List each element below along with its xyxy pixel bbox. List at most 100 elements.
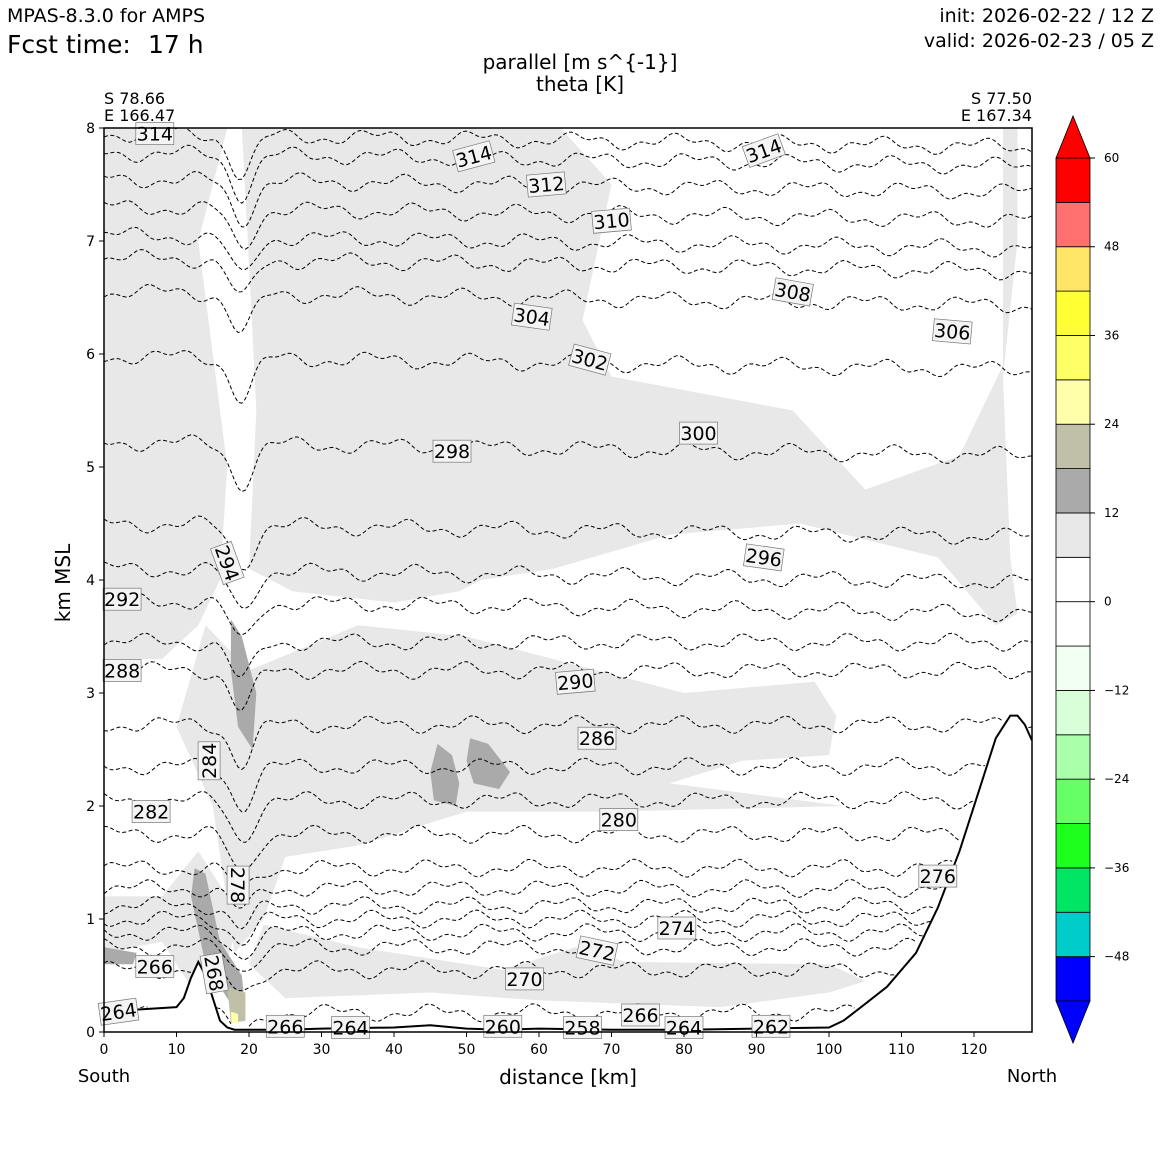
contour-label-box (102, 659, 142, 682)
start-lat: S 78.66 (104, 89, 166, 108)
contour-label: 296 (744, 545, 783, 572)
colorbar-tick-label: 36 (1104, 328, 1119, 342)
wind-region-12-18 (430, 743, 460, 806)
contour-label-group: 304 (511, 302, 553, 331)
contour-label: 262 (753, 1016, 789, 1038)
contour-label-group: 262 (751, 1014, 791, 1038)
contour-label-box (210, 540, 245, 586)
y-tick-label: 0 (86, 1025, 95, 1041)
contour-label: 266 (622, 1005, 658, 1027)
contour-label-box (657, 916, 697, 940)
contour-label-box (591, 207, 632, 234)
contour-label-group: 264 (664, 1016, 704, 1040)
contour-label-group: 290 (555, 668, 596, 695)
contour-label: 288 (104, 660, 140, 682)
theta-contour-312 (104, 144, 1032, 204)
contour-label: 264 (666, 1018, 702, 1040)
x-right-label: North (1006, 1066, 1058, 1087)
contour-label-box (771, 277, 814, 307)
colorbar-segment (1055, 601, 1091, 647)
theta-contour-310 (104, 170, 1032, 228)
model-name: MPAS-8.3.0 for AMPS (7, 5, 206, 27)
contour-label-group: 266 (621, 1003, 660, 1027)
theta-contour-308 (104, 200, 1032, 250)
colorbar-segment (1055, 423, 1091, 469)
y-tick-label: 5 (86, 460, 95, 476)
contour-label-box (526, 171, 567, 198)
contour-label: 260 (485, 1016, 521, 1038)
theta-contour-314 (104, 128, 1032, 181)
contour-label: 304 (512, 304, 551, 331)
contour-label-group: 274 (657, 916, 697, 940)
contour-label-box (199, 952, 229, 995)
theta-contour-294 (104, 561, 1032, 609)
theta-contour-288 (104, 660, 1032, 711)
contour-label: 276 (920, 866, 956, 888)
contour-label-group: 282 (131, 800, 171, 824)
colorbar-tick-label: −24 (1104, 772, 1129, 786)
colorbar-tick-label: −48 (1104, 950, 1129, 964)
init-time: init: 2026-02-22 / 12 Z (939, 5, 1154, 27)
contour-label: 280 (601, 810, 637, 832)
wind-region-6-12 (249, 924, 866, 1008)
contour-label-group: 292 (102, 587, 142, 611)
contour-label-box (505, 967, 544, 991)
forecast-time-value: 17 h (148, 30, 204, 59)
contour-label-box (226, 865, 250, 905)
theta-contour-304 (104, 249, 1032, 293)
contour-label-box (432, 439, 472, 463)
end-lat: S 77.50 (970, 89, 1032, 108)
colorbar-extend-low (1055, 1000, 1091, 1045)
colorbar-tick-label: 0 (1104, 595, 1112, 609)
contour-label-box (664, 1016, 704, 1039)
contour-label-group: 306 (932, 318, 973, 345)
contour-label: 258 (564, 1018, 600, 1040)
colorbar-segment (1055, 956, 1091, 1002)
wind-region-12-18 (104, 947, 137, 965)
contour-label-box (743, 543, 785, 572)
contour-label-group: 300 (679, 421, 718, 445)
contour-label-box (679, 421, 718, 445)
terrain-mask (104, 715, 1032, 1032)
contour-label: 278 (226, 867, 248, 903)
colorbar-tick-label: 12 (1104, 506, 1119, 520)
contour-label: 264 (99, 999, 138, 1026)
forecast-time-label: Fcst time: (7, 30, 131, 59)
contour-label-group: 266 (135, 955, 175, 979)
valid-time: valid: 2026-02-23 / 05 Z (923, 30, 1154, 52)
start-lon: E 166.47 (104, 106, 176, 125)
y-tick-label: 1 (86, 912, 95, 928)
colorbar-tick-label: 48 (1104, 240, 1119, 254)
contour-label: 314 (743, 135, 785, 168)
wind-region-6-12 (104, 128, 228, 660)
x-tick-label: 120 (961, 1042, 988, 1058)
colorbar-tick-label: 24 (1104, 417, 1119, 431)
colorbar-segment (1055, 734, 1091, 780)
contour-label: 314 (137, 124, 173, 146)
theta-contour-298 (104, 434, 1032, 493)
contour-label-box (575, 935, 619, 966)
contour-label-group: 296 (743, 543, 785, 572)
contour-label-group: 308 (771, 277, 814, 307)
contour-label-group: 280 (599, 808, 639, 832)
contour-label: 286 (579, 728, 615, 750)
colorbar-segment (1055, 246, 1091, 292)
x-tick-label: 0 (100, 1042, 109, 1058)
contour-label-box (621, 1003, 660, 1027)
x-tick-label: 40 (385, 1042, 403, 1058)
colorbar-segment (1055, 468, 1091, 514)
contour-label-box (131, 800, 171, 823)
contour-label-group: 314 (741, 133, 786, 168)
contour-label-box (135, 955, 175, 978)
contour-label: 312 (527, 173, 565, 198)
x-tick-label: 20 (240, 1042, 258, 1058)
contour-label-group: 264 (97, 997, 140, 1026)
contour-label-group: 310 (591, 207, 632, 234)
colorbar-segment (1055, 379, 1091, 425)
x-tick-label: 90 (748, 1042, 766, 1058)
x-tick-label: 10 (168, 1042, 186, 1058)
contour-label-group: 286 (577, 726, 617, 750)
contour-label-group: 270 (505, 967, 544, 991)
contour-label-box (568, 343, 612, 376)
